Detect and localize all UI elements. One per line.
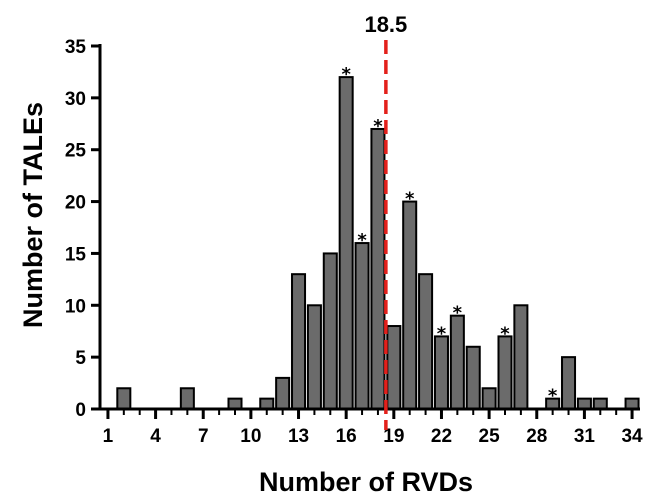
star-marker-23: * xyxy=(453,303,463,324)
star-marker-26: * xyxy=(500,323,510,344)
x-tick-label-16: 16 xyxy=(336,426,357,447)
y-tick-label-10: 10 xyxy=(65,296,86,317)
star-marker-22: * xyxy=(437,323,447,344)
bar-rvd-34 xyxy=(624,397,640,411)
bar-rvd-6 xyxy=(179,387,195,411)
bar-rvd-14 xyxy=(306,304,322,411)
significance-markers: * * * * * * * * xyxy=(341,64,557,407)
bar-rvd-19 xyxy=(386,325,402,410)
bar-rvd-25 xyxy=(481,387,497,411)
bars-group xyxy=(116,76,640,411)
bar-rvd-22 xyxy=(433,335,449,410)
star-marker-17: * xyxy=(357,230,367,251)
x-tick-label-10: 10 xyxy=(240,426,261,447)
x-tick-label-4: 4 xyxy=(150,426,161,447)
x-tick-label-13: 13 xyxy=(288,426,309,447)
x-axis-title: Number of RVDs xyxy=(259,467,473,497)
bar-rvd-20 xyxy=(402,200,418,410)
bar-rvd-16 xyxy=(338,76,354,411)
bar-rvd-15 xyxy=(322,252,338,410)
bar-rvd-2 xyxy=(116,387,132,411)
bar-rvd-30 xyxy=(561,356,577,411)
reference-line-group: 18.5 xyxy=(364,12,407,430)
star-marker-18: * xyxy=(373,116,383,137)
bar-rvd-11 xyxy=(259,397,275,411)
y-tick-label-5: 5 xyxy=(75,348,86,369)
star-marker-20: * xyxy=(405,189,415,210)
bar-rvd-27 xyxy=(513,304,529,411)
x-tick-label-28: 28 xyxy=(526,426,547,447)
y-tick-label-30: 30 xyxy=(65,89,86,110)
reference-line-label: 18.5 xyxy=(364,12,407,37)
x-tick-label-34: 34 xyxy=(621,426,643,447)
bar-rvd-24 xyxy=(465,345,481,410)
y-axis: 0 5 10 15 20 25 30 35 xyxy=(65,37,102,421)
y-tick-label-35: 35 xyxy=(65,37,87,58)
bar-rvd-12 xyxy=(275,376,291,411)
x-tick-label-19: 19 xyxy=(383,426,404,447)
bar-rvd-32 xyxy=(592,397,608,411)
x-tick-label-7: 7 xyxy=(198,426,209,447)
x-axis: 1 4 7 10 13 16 19 22 25 28 31 34 xyxy=(98,407,643,447)
x-tick-label-1: 1 xyxy=(103,426,114,447)
bar-rvd-31 xyxy=(576,397,592,411)
bar-rvd-9 xyxy=(227,397,243,411)
y-axis-title: Number of TALEs xyxy=(18,102,48,328)
star-marker-16: * xyxy=(341,64,351,85)
bar-rvd-23 xyxy=(449,314,465,410)
star-marker-29: * xyxy=(548,386,558,407)
bar-rvd-17 xyxy=(354,242,370,410)
x-tick-label-31: 31 xyxy=(574,426,596,447)
bar-rvd-18 xyxy=(370,127,386,410)
x-tick-label-22: 22 xyxy=(431,426,452,447)
x-tick-label-25: 25 xyxy=(479,426,501,447)
bar-rvd-21 xyxy=(418,273,434,411)
y-tick-label-15: 15 xyxy=(65,244,87,265)
bar-rvd-13 xyxy=(291,273,307,411)
y-tick-label-20: 20 xyxy=(65,193,86,214)
bar-rvd-26 xyxy=(497,335,513,410)
y-tick-label-0: 0 xyxy=(75,400,86,421)
y-tick-label-25: 25 xyxy=(65,141,87,162)
